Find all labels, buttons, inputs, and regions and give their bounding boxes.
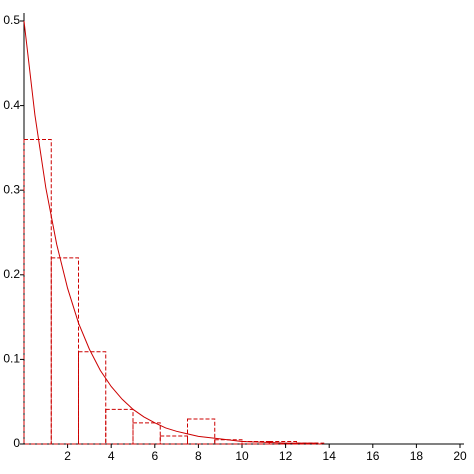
bar bbox=[187, 418, 216, 445]
bar bbox=[105, 408, 134, 445]
x-tick-label: 18 bbox=[410, 449, 424, 463]
bar bbox=[23, 138, 52, 445]
x-tick-label: 14 bbox=[323, 449, 337, 463]
x-tick-label: 20 bbox=[453, 449, 467, 463]
y-tick-label: 0.4 bbox=[3, 98, 20, 112]
y-tick-label: 0.2 bbox=[3, 267, 20, 281]
bar bbox=[268, 440, 297, 445]
y-tick-label: 0.5 bbox=[3, 13, 20, 27]
bar bbox=[50, 257, 79, 445]
bar bbox=[78, 351, 107, 445]
x-tick-label: 16 bbox=[366, 449, 380, 463]
bar bbox=[132, 422, 161, 445]
x-tick-label: 10 bbox=[235, 449, 249, 463]
bar bbox=[241, 440, 270, 445]
x-tick-label: 2 bbox=[64, 449, 71, 463]
x-tick-label: 4 bbox=[108, 449, 115, 463]
x-tick-label: 12 bbox=[279, 449, 293, 463]
y-tick-label: 0.1 bbox=[3, 352, 20, 366]
bar bbox=[159, 435, 188, 445]
bar bbox=[214, 439, 243, 445]
y-tick-label: 0 bbox=[13, 436, 20, 450]
density-curve bbox=[23, 20, 319, 444]
x-tick-label: 6 bbox=[151, 449, 158, 463]
x-tick-label: 8 bbox=[195, 449, 202, 463]
y-tick-label: 0.3 bbox=[3, 182, 20, 196]
